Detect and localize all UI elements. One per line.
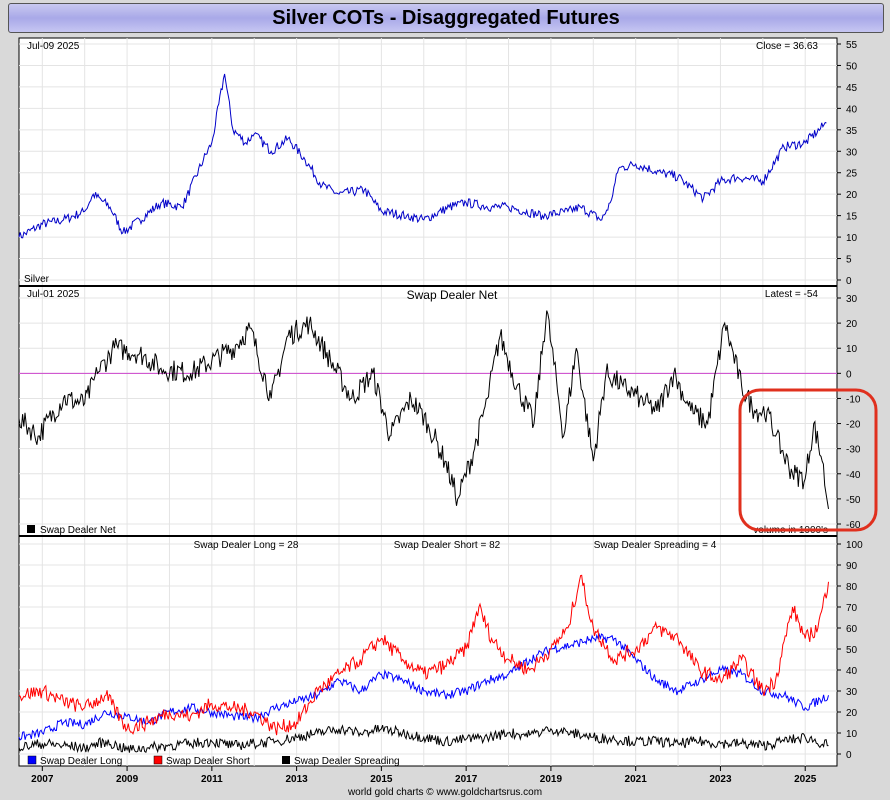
series-group bbox=[18, 73, 829, 754]
top-date-label: Jul-09 2025 bbox=[27, 41, 80, 52]
legend-label-spreading: Swap Dealer Spreading bbox=[294, 756, 400, 767]
series-line-2-0 bbox=[18, 632, 829, 741]
mid-latest-label: Latest = -54 bbox=[765, 289, 819, 300]
y-tick-label: -50 bbox=[846, 495, 861, 506]
y-tick-label: 80 bbox=[846, 582, 858, 593]
top-close-label: Close = 36.63 bbox=[756, 41, 818, 52]
legend-label-long: Swap Dealer Long bbox=[40, 756, 122, 767]
mid-legend-swatch bbox=[27, 525, 35, 533]
legend-swatch-spreading bbox=[282, 756, 290, 764]
y-tick-label: 30 bbox=[846, 147, 858, 158]
y-tick-label: 25 bbox=[846, 169, 858, 180]
y-tick-label: 40 bbox=[846, 104, 858, 115]
panel-bottom-bg bbox=[18, 535, 838, 767]
y-tick-label: 60 bbox=[846, 624, 858, 635]
x-tick-labels: 2007 2009 2011 2013 2015 2017 2019 2021 2023 2025 bbox=[31, 766, 817, 785]
x-tick-label: 2011 bbox=[201, 774, 223, 785]
y-tick-label: 30 bbox=[846, 294, 858, 305]
y-tick-label: -60 bbox=[846, 520, 861, 531]
y-tick-label: 30 bbox=[846, 687, 858, 698]
y-tick-label: 20 bbox=[846, 190, 858, 201]
top-name-label: Silver bbox=[24, 274, 50, 285]
y-tick-label: 10 bbox=[846, 344, 858, 355]
x-tick-label: 2015 bbox=[370, 774, 393, 785]
y-tick-label: 20 bbox=[846, 708, 858, 719]
x-tick-label: 2007 bbox=[31, 774, 54, 785]
legend-label-short: Swap Dealer Short bbox=[166, 756, 250, 767]
y-tick-label: 10 bbox=[846, 233, 858, 244]
chart-title: Silver COTs - Disaggregated Futures bbox=[272, 7, 620, 29]
y-tick-label: 15 bbox=[846, 212, 858, 223]
y-tick-label: -40 bbox=[846, 470, 861, 481]
x-tick-label: 2013 bbox=[285, 774, 308, 785]
y-tick-label: 20 bbox=[846, 319, 858, 330]
y-tick-label: 35 bbox=[846, 126, 858, 137]
y-tick-label: 0 bbox=[846, 276, 852, 287]
series-line-2-2 bbox=[18, 724, 829, 754]
x-tick-label: 2019 bbox=[540, 774, 563, 785]
spread-label: Swap Dealer Spreading = 4 bbox=[594, 540, 717, 551]
footer-credit: world gold charts © www.goldchartsrus.co… bbox=[347, 787, 542, 798]
long-label: Swap Dealer Long = 28 bbox=[194, 540, 299, 551]
legend-swatch-long bbox=[27, 755, 37, 765]
y-tick-label: 40 bbox=[846, 666, 858, 677]
legend-swatch-short bbox=[153, 755, 163, 765]
gridlines bbox=[19, 38, 837, 766]
y-tick-label: 70 bbox=[846, 603, 858, 614]
mid-legend-label: Swap Dealer Net bbox=[40, 525, 116, 536]
x-tick-label: 2023 bbox=[709, 774, 732, 785]
y-tick-label: 0 bbox=[846, 369, 852, 380]
y-tick-labels: 0 5 10 15 20 25 30 35 40 45 50 55 -60 -50 -40 -30 -20 -10… bbox=[837, 40, 863, 761]
y-tick-label: -20 bbox=[846, 420, 861, 431]
mid-date-label: Jul-01 2025 bbox=[27, 289, 80, 300]
chart-title-bar: Silver COTs - Disaggregated Futures bbox=[8, 3, 884, 33]
series-line-2-1 bbox=[18, 574, 829, 736]
y-tick-label: -30 bbox=[846, 445, 861, 456]
short-label: Swap Dealer Short = 82 bbox=[394, 540, 501, 551]
y-tick-label: 10 bbox=[846, 729, 858, 740]
y-tick-label: 0 bbox=[846, 750, 852, 761]
y-tick-label: 50 bbox=[846, 61, 858, 72]
x-tick-label: 2017 bbox=[455, 774, 478, 785]
x-tick-label: 2025 bbox=[794, 774, 817, 785]
y-tick-label: 45 bbox=[846, 83, 858, 94]
y-tick-label: 100 bbox=[846, 540, 863, 551]
mid-title: Swap Dealer Net bbox=[407, 288, 498, 302]
panel-top-bg bbox=[18, 37, 838, 287]
x-tick-label: 2021 bbox=[625, 774, 648, 785]
y-tick-label: 90 bbox=[846, 561, 858, 572]
series-line-0-0 bbox=[18, 73, 827, 239]
y-tick-label: -10 bbox=[846, 394, 861, 405]
y-tick-label: 5 bbox=[846, 255, 852, 266]
highlight-box bbox=[738, 388, 878, 532]
x-tick-label: 2009 bbox=[116, 774, 139, 785]
series-line-1-0 bbox=[18, 310, 829, 509]
y-tick-label: 55 bbox=[846, 40, 858, 51]
y-tick-label: 50 bbox=[846, 645, 858, 656]
